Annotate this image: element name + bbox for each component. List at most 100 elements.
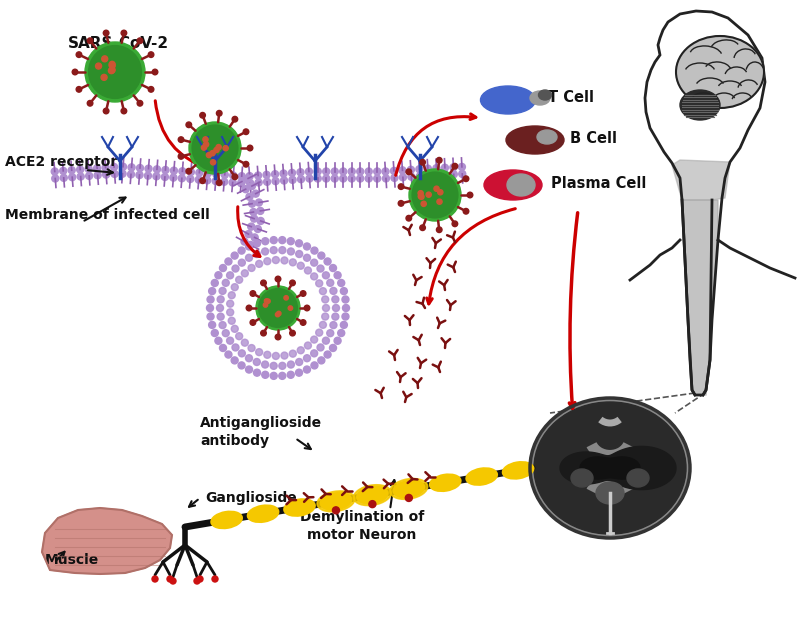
Circle shape xyxy=(264,351,271,358)
Circle shape xyxy=(318,357,325,364)
Circle shape xyxy=(60,167,66,174)
Circle shape xyxy=(424,165,431,172)
Circle shape xyxy=(418,194,423,199)
Circle shape xyxy=(255,179,262,186)
Circle shape xyxy=(366,175,372,182)
Circle shape xyxy=(398,184,404,189)
Circle shape xyxy=(121,108,126,114)
Text: T Cell: T Cell xyxy=(548,90,594,104)
Circle shape xyxy=(204,177,210,184)
Circle shape xyxy=(416,166,423,173)
Circle shape xyxy=(209,287,216,294)
Circle shape xyxy=(266,299,270,303)
Circle shape xyxy=(322,168,330,175)
Circle shape xyxy=(242,339,248,346)
Circle shape xyxy=(311,362,318,369)
Circle shape xyxy=(247,241,254,248)
Circle shape xyxy=(238,362,245,369)
Circle shape xyxy=(251,234,258,241)
Circle shape xyxy=(287,371,294,378)
Ellipse shape xyxy=(248,506,278,522)
Circle shape xyxy=(416,173,423,180)
Circle shape xyxy=(223,145,228,151)
Circle shape xyxy=(200,178,206,184)
Circle shape xyxy=(316,329,322,336)
Circle shape xyxy=(121,30,126,36)
Circle shape xyxy=(246,355,253,362)
Circle shape xyxy=(290,330,295,336)
Circle shape xyxy=(167,576,173,582)
Circle shape xyxy=(289,177,296,183)
Circle shape xyxy=(264,258,271,265)
Circle shape xyxy=(334,272,341,279)
Circle shape xyxy=(303,254,310,261)
Circle shape xyxy=(219,344,226,351)
Circle shape xyxy=(212,177,219,184)
Circle shape xyxy=(203,142,209,147)
Circle shape xyxy=(250,209,257,216)
Circle shape xyxy=(275,276,281,282)
Circle shape xyxy=(136,172,143,179)
Circle shape xyxy=(216,145,222,150)
Circle shape xyxy=(245,175,252,182)
Circle shape xyxy=(226,309,234,316)
Circle shape xyxy=(452,221,458,227)
Circle shape xyxy=(305,267,311,274)
Circle shape xyxy=(178,154,184,159)
Circle shape xyxy=(238,178,246,185)
Circle shape xyxy=(119,163,126,170)
Circle shape xyxy=(87,38,93,44)
Circle shape xyxy=(406,169,412,175)
Circle shape xyxy=(334,337,341,344)
Circle shape xyxy=(340,287,347,294)
Circle shape xyxy=(94,164,101,172)
Circle shape xyxy=(170,174,177,181)
Circle shape xyxy=(450,171,458,178)
Circle shape xyxy=(148,52,154,58)
Circle shape xyxy=(357,168,364,175)
Circle shape xyxy=(409,169,461,221)
Circle shape xyxy=(270,372,278,380)
Circle shape xyxy=(170,578,176,584)
Circle shape xyxy=(232,265,239,272)
Circle shape xyxy=(256,260,262,268)
Text: SARS-CoV-2: SARS-CoV-2 xyxy=(67,35,169,51)
Circle shape xyxy=(249,200,255,207)
Ellipse shape xyxy=(481,86,535,114)
Circle shape xyxy=(228,292,235,299)
Circle shape xyxy=(348,175,355,182)
Circle shape xyxy=(374,168,381,175)
Circle shape xyxy=(256,349,262,356)
Circle shape xyxy=(246,193,253,200)
Circle shape xyxy=(264,179,270,186)
Circle shape xyxy=(338,280,345,287)
Circle shape xyxy=(206,305,214,312)
Circle shape xyxy=(357,175,364,182)
Circle shape xyxy=(128,164,135,171)
Circle shape xyxy=(287,237,294,244)
Circle shape xyxy=(222,172,228,179)
Circle shape xyxy=(238,173,246,180)
Ellipse shape xyxy=(211,511,242,528)
Text: Ganglioside: Ganglioside xyxy=(205,491,297,505)
Ellipse shape xyxy=(357,487,388,504)
Circle shape xyxy=(102,56,108,62)
Circle shape xyxy=(111,170,118,177)
Circle shape xyxy=(217,180,222,186)
Circle shape xyxy=(72,69,78,75)
Circle shape xyxy=(310,336,318,343)
Circle shape xyxy=(288,306,293,310)
Circle shape xyxy=(110,163,118,170)
Circle shape xyxy=(247,145,253,151)
Circle shape xyxy=(434,186,439,191)
Circle shape xyxy=(162,166,169,173)
Circle shape xyxy=(162,173,169,180)
Circle shape xyxy=(408,173,415,180)
Circle shape xyxy=(211,330,218,337)
Circle shape xyxy=(297,169,304,176)
Circle shape xyxy=(179,168,186,175)
Circle shape xyxy=(236,333,242,340)
Circle shape xyxy=(348,168,355,175)
Circle shape xyxy=(262,237,269,244)
Ellipse shape xyxy=(321,493,351,509)
